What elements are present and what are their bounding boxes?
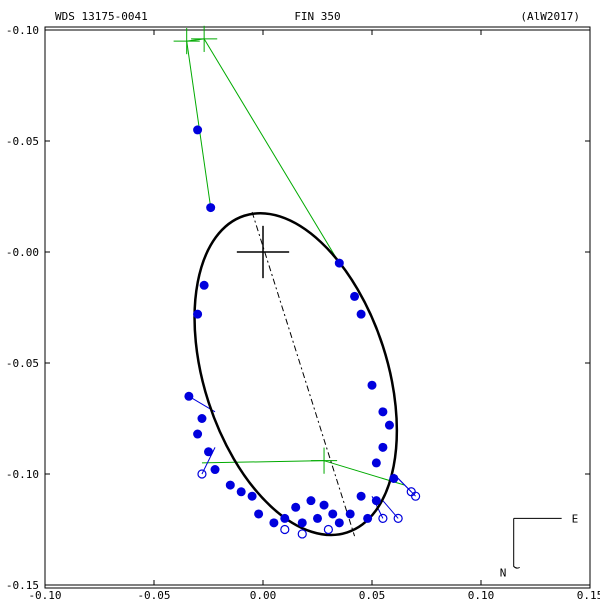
svg-text:0.00: 0.00 [250,589,277,600]
title-center: FIN 350 [294,10,340,23]
svg-text:-0.05: -0.05 [137,589,170,600]
svg-text:0.15: 0.15 [577,589,600,600]
title-left: WDS 13175-0041 [55,10,148,23]
svg-text:-0.05: -0.05 [6,135,39,148]
orbit-chart: -0.10 -0.05 0.00 0.05 0.10 0.15 -0.15 -0.10 -0.0… [0,0,600,600]
svg-text:-0.10: -0.10 [6,468,39,481]
svg-text:0.10: 0.10 [468,589,495,600]
chart-svg: -0.10 -0.05 0.00 0.05 0.10 0.15 -0.15 -0.10 -0.0… [0,0,600,600]
title-right: (AlW2017) [520,10,580,23]
svg-text:N: N [500,566,507,579]
svg-text:-0.15: -0.15 [6,579,39,592]
svg-text:-0.10: -0.10 [6,24,39,37]
plot-border [45,30,590,585]
svg-text:-0.05: -0.05 [6,357,39,370]
svg-text:E: E [572,512,579,525]
svg-text:-0.00: -0.00 [6,246,39,259]
svg-text:0.05: 0.05 [359,589,386,600]
